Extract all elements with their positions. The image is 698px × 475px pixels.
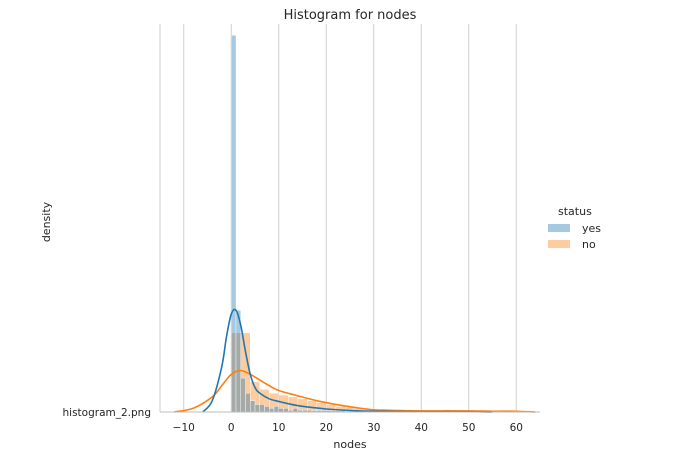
legend-label-no: no	[582, 238, 596, 251]
x-tick-label: 0	[228, 422, 235, 434]
y-axis-label: density	[40, 201, 53, 242]
histogram-bar-yes	[245, 392, 251, 413]
histogram-bar-yes	[283, 408, 289, 413]
x-tick-label: 30	[367, 422, 380, 434]
x-tick-labels: −10 0 10 20 30 40 50 60	[173, 422, 523, 434]
histogram-bar-yes	[259, 404, 265, 413]
x-tick-label: 20	[320, 422, 333, 434]
legend-swatch-no	[548, 240, 570, 248]
kde-curves	[174, 308, 536, 413]
kde-curve-yes	[202, 308, 493, 413]
x-tick-label: 10	[272, 422, 285, 434]
histogram-bar-yes	[254, 404, 260, 413]
bars-series-yes	[231, 35, 450, 413]
histogram-bar-yes	[269, 408, 275, 413]
histogram-bar-yes	[231, 35, 237, 413]
histogram-bar-yes	[250, 400, 256, 413]
chart-title: Histogram for nodes	[284, 8, 417, 23]
legend-label-yes: yes	[582, 222, 601, 235]
y-tick-label: histogram_2.png	[63, 407, 151, 419]
histogram-bar-yes	[273, 406, 279, 413]
legend: status yes no	[548, 205, 601, 251]
x-tick-label: 40	[415, 422, 428, 434]
x-tick-label: −10	[173, 422, 195, 434]
x-tick-label: 50	[462, 422, 475, 434]
kde-curve-no	[174, 369, 536, 413]
vertical-gridlines	[159, 24, 517, 412]
histogram-bar-yes	[264, 406, 270, 413]
histogram-bar-yes	[292, 408, 298, 413]
histogram-bar-yes	[278, 408, 284, 413]
x-axis-label: nodes	[333, 438, 366, 451]
histogram-bar-yes	[240, 377, 246, 413]
legend-swatch-yes	[548, 224, 570, 232]
x-tick-label: 60	[510, 422, 523, 434]
legend-title: status	[558, 205, 592, 218]
